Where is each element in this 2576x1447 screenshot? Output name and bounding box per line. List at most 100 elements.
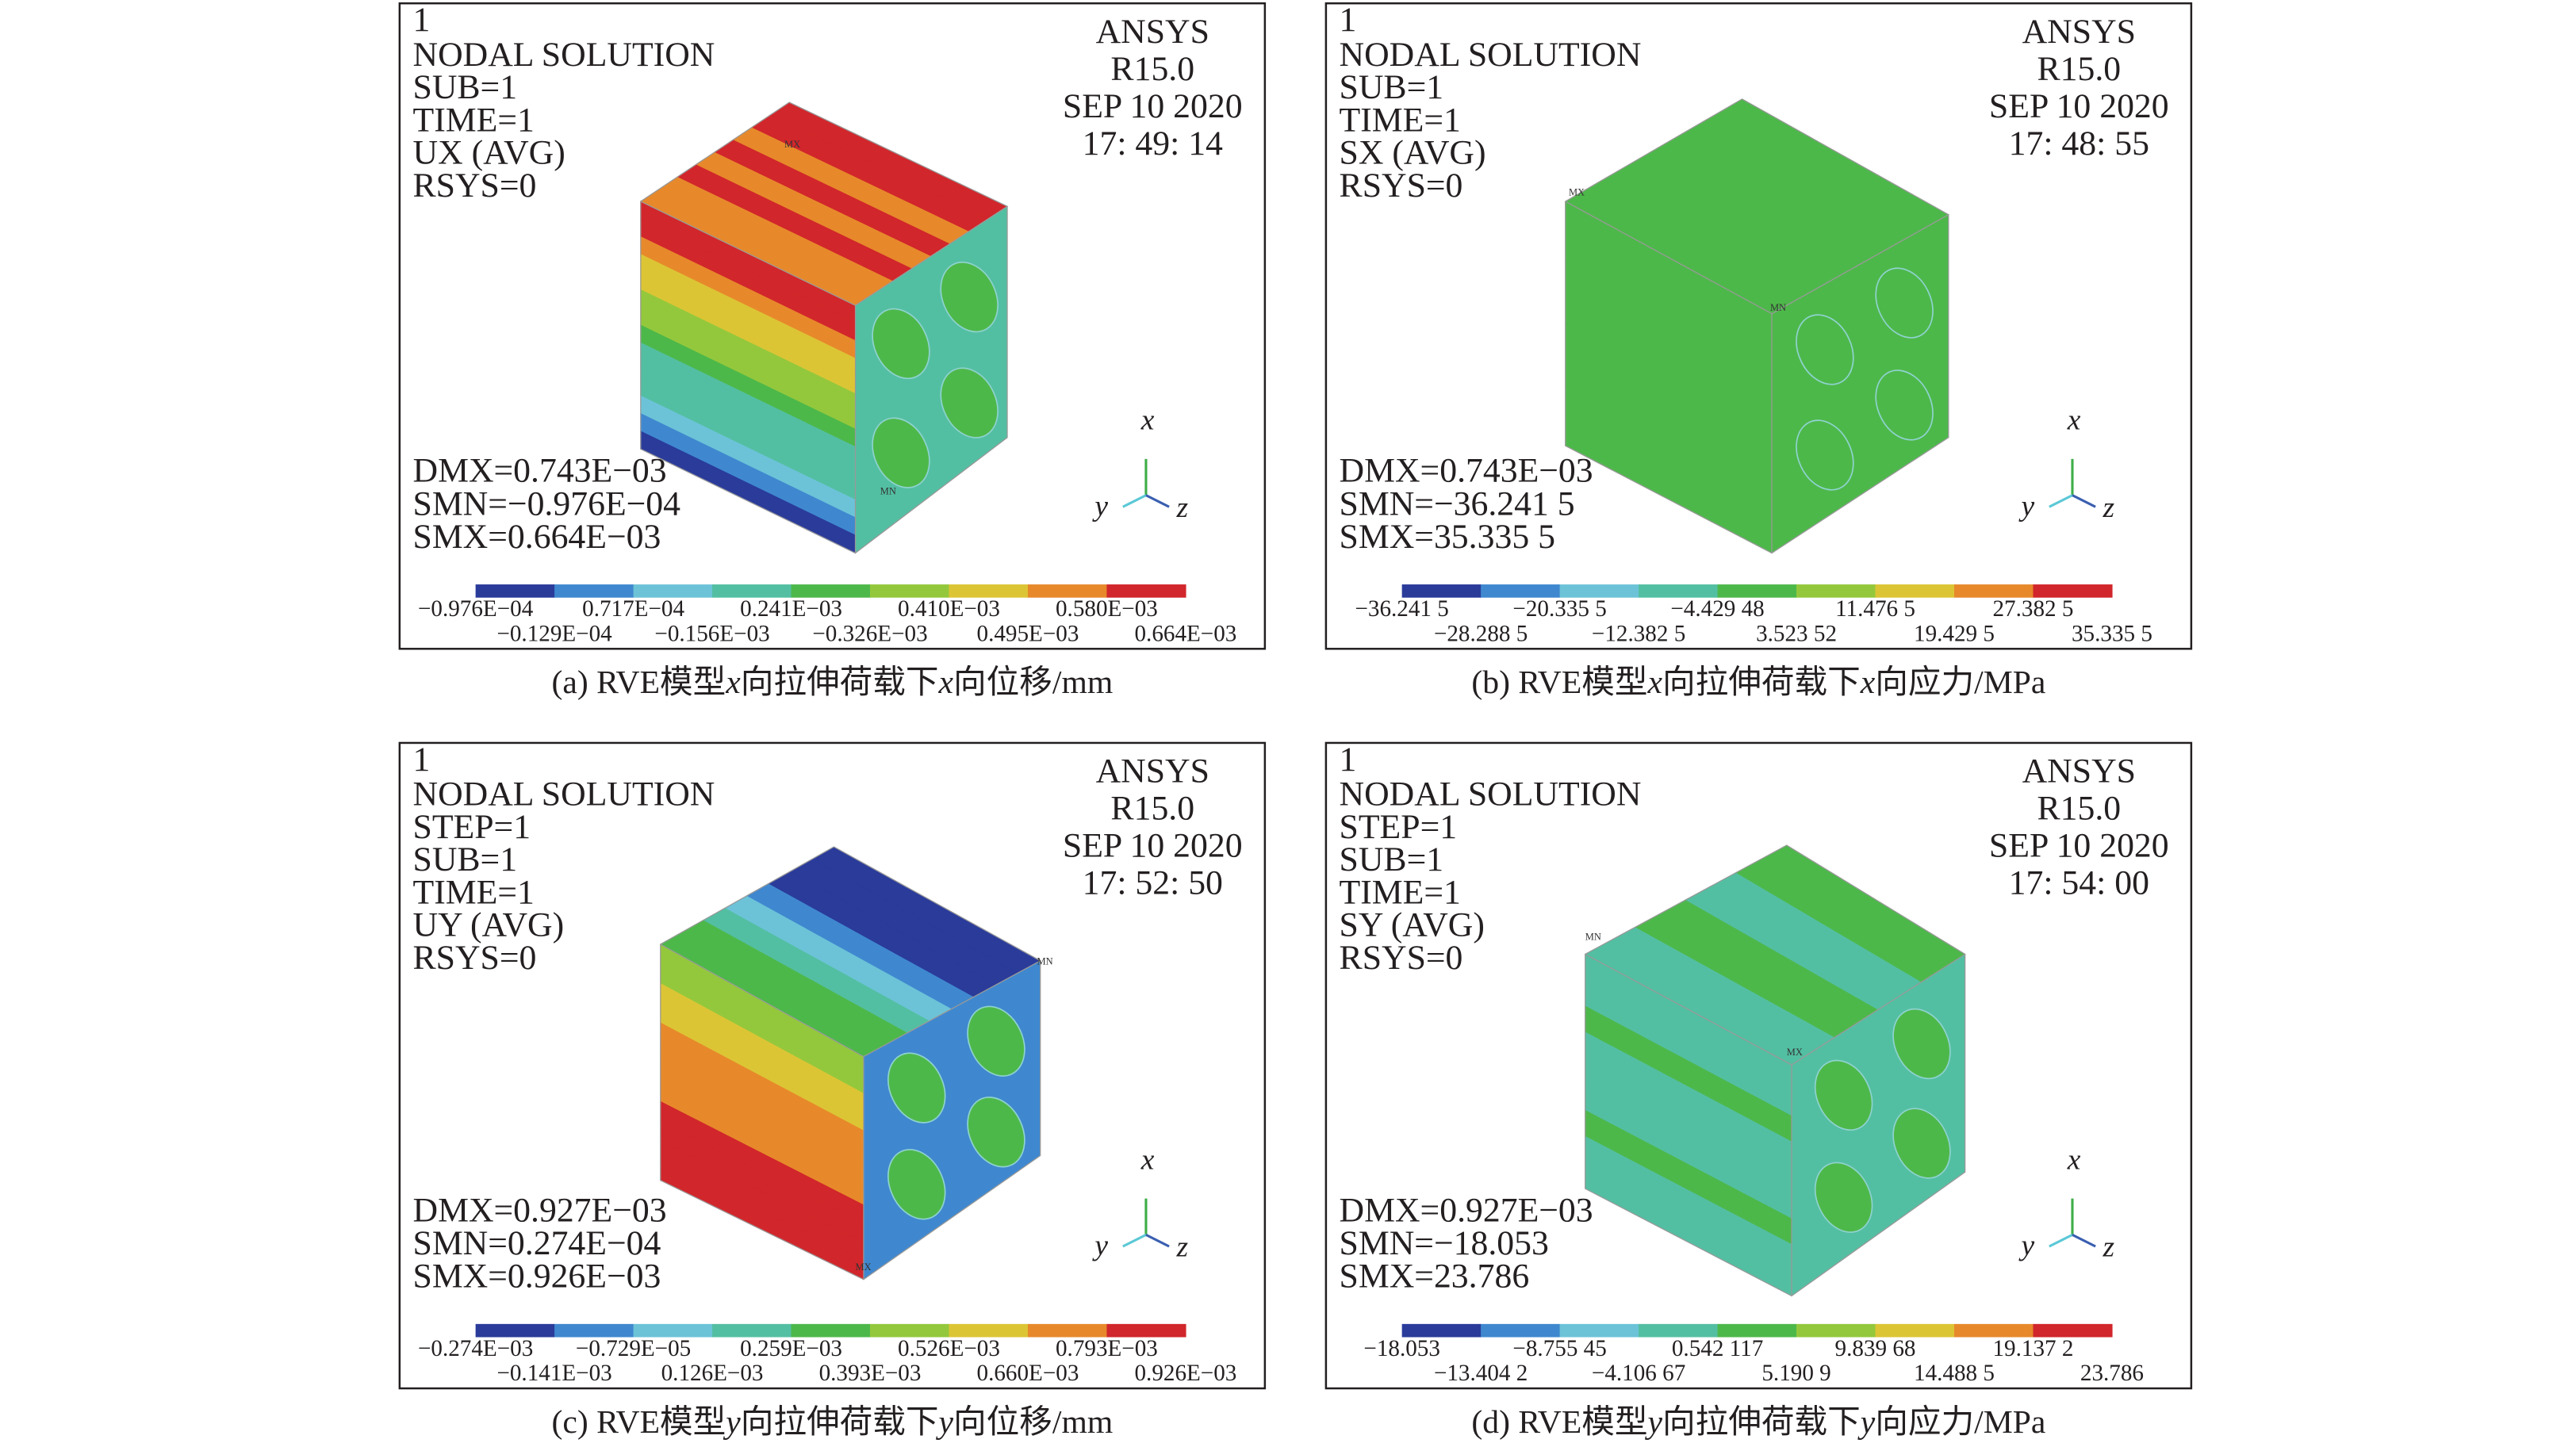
brand-line: 17: 54: 00 [2009,864,2149,902]
colorbar-segment [1717,1323,1797,1338]
header-line: RSYS=0 [1340,167,1463,205]
brand-line: 17: 49: 14 [1083,124,1223,163]
colorbar-segment [1639,584,1719,598]
cube-fiber [1892,1108,1951,1179]
header-line: SUB=1 [413,840,518,879]
header-line: TIME=1 [413,101,535,139]
colorbar-segment [1481,584,1561,598]
legend-label-bottom: 23.786 [2080,1361,2144,1386]
cube-fiber [1875,267,1934,339]
legend-label-bottom: −12.382 5 [1592,621,1685,646]
colorbar-segment [949,1323,1029,1338]
stat-line: SMN=−18.053 [1340,1224,1549,1262]
caption-part: 向拉伸荷载下 [1662,1403,1861,1440]
header-line: SUB=1 [1340,840,1444,879]
legend-label-bottom: 19.429 5 [1914,621,1995,646]
legend-label-top: −0.274E−03 [418,1336,533,1361]
legend-label-top: 0.542 117 [1672,1336,1763,1361]
marker-label: MX [1569,187,1585,198]
legend-label-top: 0.259E−03 [740,1336,842,1361]
caption-part: 向拉伸荷载下 [1662,664,1861,701]
caption-part: x [1647,664,1663,701]
colorbar-segment [2033,1323,2113,1338]
marker-label: MN [1770,302,1786,313]
triad-z [2072,494,2096,508]
legend-label-top: 0.580E−03 [1056,596,1158,622]
colorbar-segment [1796,1323,1876,1338]
stat-line: SMX=35.335 5 [1340,518,1555,556]
axis-label: y [2018,1230,2034,1262]
legend-label-top: −36.241 5 [1355,596,1448,622]
caption-part: 向应力/MPa [1875,1403,2045,1440]
legend-label-bottom: −0.156E−03 [654,621,769,646]
colorbar-segment [712,584,792,598]
header-line: STEP=1 [413,808,531,846]
header-line: NODAL SOLUTION [413,775,715,813]
plot-number: 1 [413,1,431,39]
marker-label: MX [1787,1047,1803,1058]
colorbar-segment [791,1323,871,1338]
brand-line: SEP 10 2020 [1063,827,1243,865]
triad-y [2049,494,2073,508]
colorbar-segment [633,584,713,598]
cube-fiber [887,1052,946,1124]
stat-line: SMN=0.274E−04 [413,1224,661,1262]
legend-label-top: 0.241E−03 [740,596,842,622]
legend-label-top: −20.335 5 [1512,596,1606,622]
plot-number: 1 [413,741,431,779]
axis-label: z [2102,1231,2114,1264]
legend-label-top: 0.526E−03 [898,1336,1000,1361]
axis-label: z [1175,1231,1188,1264]
colorbar-segment [1796,584,1876,598]
legend-label-bottom: 0.926E−03 [1134,1361,1236,1386]
legend-label-top: −18.053 [1363,1336,1440,1361]
marker-label: MX [856,1261,872,1273]
caption-part: 向拉伸荷载下 [741,664,939,701]
header-line: NODAL SOLUTION [1340,36,1642,74]
legend-label-bottom: −4.106 67 [1592,1361,1685,1386]
header-line: SX (AVG) [1340,134,1486,172]
legend-label-top: 0.410E−03 [898,596,1000,622]
colorbar-segment [475,584,555,598]
cube-fiber [1892,1008,1951,1080]
legend-label-bottom: 0.126E−03 [661,1361,764,1386]
colorbar-segment [554,1323,634,1338]
header-line: NODAL SOLUTION [413,36,715,74]
caption-part: 向应力/MPa [1875,664,2045,701]
stat-line: DMX=0.743E−03 [1340,452,1593,490]
header-line: SY (AVG) [1340,906,1485,944]
legend-label-bottom: −13.404 2 [1434,1361,1528,1386]
colorbar-segment [949,584,1029,598]
cube-fiber [967,1005,1025,1077]
legend-label-bottom: −28.288 5 [1434,621,1528,646]
caption-part: y [1645,1403,1663,1440]
colorbar-segment [1559,584,1639,598]
axis-label: z [2102,492,2114,524]
caption-part: (d) RVE模型 [1471,1403,1647,1440]
legend-label-bottom: 5.190 9 [1761,1361,1830,1386]
caption-part: (a) RVE模型 [551,664,726,701]
axis-label: x [2067,1143,2081,1176]
cube-outline [660,846,1041,1280]
plot-number: 1 [1340,741,1357,779]
header-line: TIME=1 [1340,873,1461,911]
legend-label-bottom: 35.335 5 [2072,621,2152,646]
legend-label-bottom: 14.488 5 [1914,1361,1995,1386]
triad-z [2072,1234,2096,1248]
colorbar-segment [1027,584,1108,598]
cube-fiber [1875,369,1934,441]
caption-part: 向拉伸荷载下 [741,1403,939,1440]
triad-y [2049,1234,2073,1248]
caption-part: y [936,1403,954,1440]
header-line: SUB=1 [1340,68,1444,106]
marker-label: MN [880,485,896,496]
marker-label: MX [784,139,800,150]
cube-fiber [940,261,999,333]
legend-label-bottom: −0.129E−04 [496,621,612,646]
colorbar-segment [1953,584,2034,598]
stat-line: SMN=−0.976E−04 [413,484,681,523]
legend-label-top: −8.755 45 [1512,1336,1606,1361]
